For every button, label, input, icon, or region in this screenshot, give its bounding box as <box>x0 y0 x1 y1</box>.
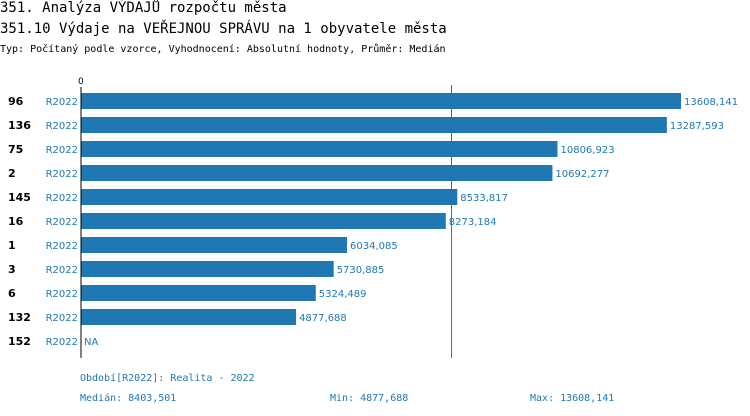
row-series-label: R2022 <box>46 217 78 228</box>
bar-value-label: 10692,277 <box>555 169 609 180</box>
axis-zero-label: 0 <box>78 77 84 87</box>
row-id-label: 132 <box>8 311 31 324</box>
bar-value-label: 5324,489 <box>319 289 367 300</box>
median-value: Medián: 8403,501 <box>80 393 177 404</box>
bar <box>81 189 458 205</box>
row-series-label: R2022 <box>46 241 78 252</box>
period-legend: Období[R2022]: Realita - 2022 <box>80 373 255 384</box>
bar <box>81 261 334 277</box>
bar-value-label: 5730,885 <box>337 265 385 276</box>
row-id-label: 1 <box>8 239 16 252</box>
row-id-label: 145 <box>8 191 31 204</box>
row-series-label: R2022 <box>46 289 78 300</box>
row-series-label: R2022 <box>46 121 78 132</box>
bar <box>81 285 316 301</box>
row-series-label: R2022 <box>46 313 78 324</box>
row-series-label: R2022 <box>46 97 78 108</box>
row-series-label: R2022 <box>46 337 78 348</box>
bar <box>81 117 667 133</box>
chart-type-info: Typ: Počítaný podle vzorce, Vyhodnocení:… <box>0 44 446 55</box>
bar-value-label: 4877,688 <box>299 313 347 324</box>
bar-value-label: NA <box>84 337 98 348</box>
bar-value-label: 6034,085 <box>350 241 398 252</box>
bar <box>81 309 297 325</box>
row-id-label: 152 <box>8 335 31 348</box>
bar-value-label: 13287,593 <box>670 121 724 132</box>
row-series-label: R2022 <box>46 193 78 204</box>
row-series-label: R2022 <box>46 169 78 180</box>
chart-title: 351. Analýza VÝDAJŮ rozpočtu města <box>0 0 287 16</box>
chart-subtitle: 351.10 Výdaje na VEŘEJNOU SPRÁVU na 1 ob… <box>0 21 447 37</box>
bar <box>81 237 348 253</box>
row-id-label: 6 <box>8 287 16 300</box>
row-series-label: R2022 <box>46 145 78 156</box>
bar-value-label: 8273,184 <box>449 217 497 228</box>
bar-value-label: 13608,141 <box>684 97 738 108</box>
row-id-label: 96 <box>8 95 24 108</box>
bar <box>81 141 558 157</box>
row-id-label: 75 <box>8 143 23 156</box>
min-value: Min: 4877,688 <box>330 393 409 404</box>
bar <box>81 213 446 229</box>
row-series-label: R2022 <box>46 265 78 276</box>
bar <box>81 93 681 109</box>
bar-value-label: 10806,923 <box>560 145 614 156</box>
max-value: Max: 13608,141 <box>530 393 615 404</box>
row-id-label: 16 <box>8 215 24 228</box>
row-id-label: 3 <box>8 263 16 276</box>
bar <box>81 165 553 181</box>
row-id-label: 2 <box>8 167 16 180</box>
row-id-label: 136 <box>8 119 31 132</box>
bar-value-label: 8533,817 <box>460 193 508 204</box>
